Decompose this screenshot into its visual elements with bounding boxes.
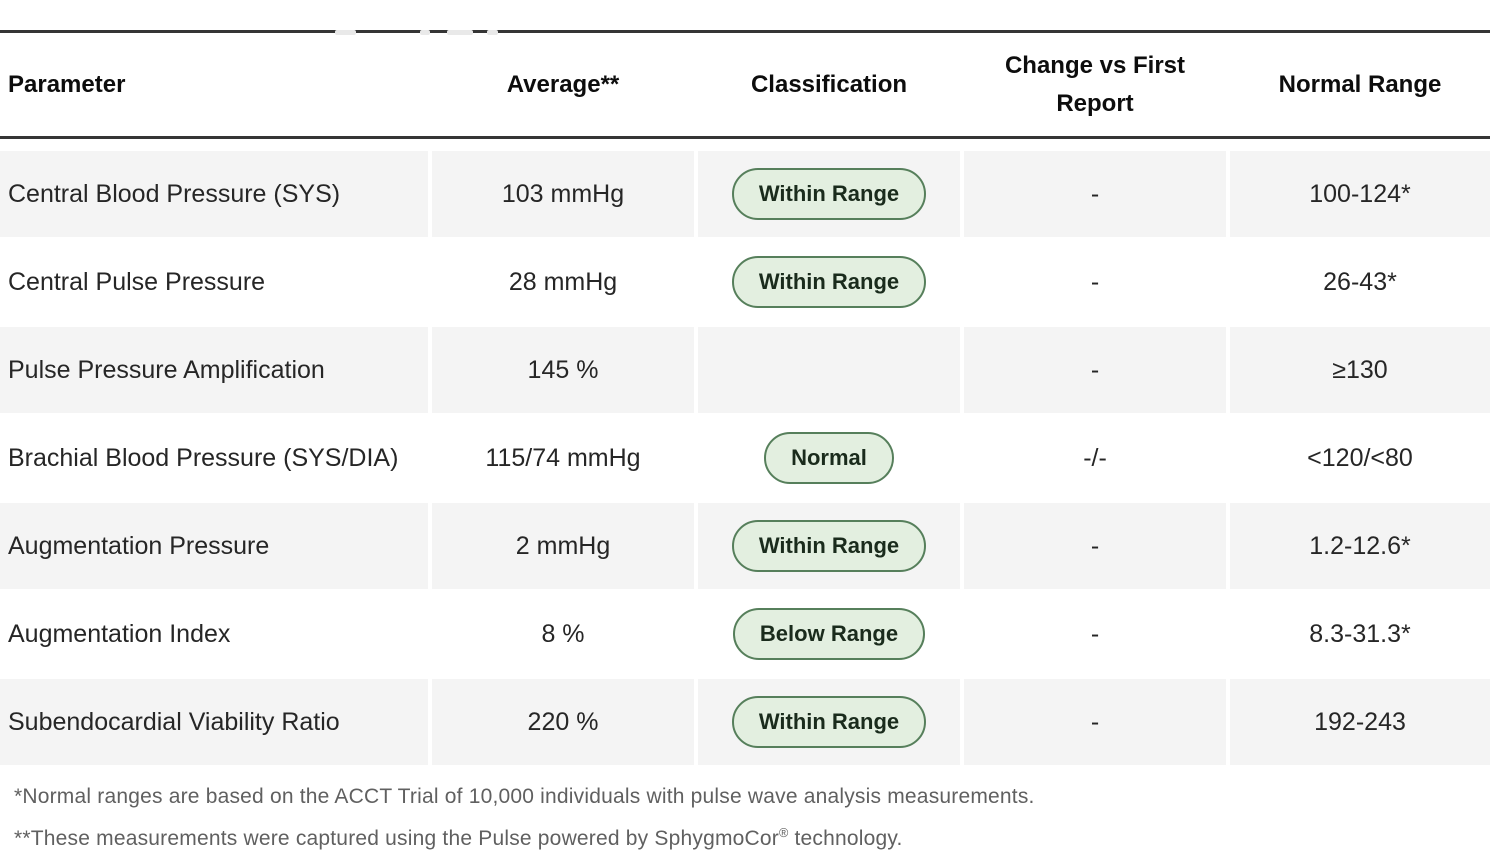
classification-cell: Within Range [698, 503, 960, 589]
table-body: Central Blood Pressure (SYS) 103 mmHg Wi… [0, 151, 1490, 765]
classification-cell: Within Range [698, 679, 960, 765]
change-cell: - [964, 327, 1226, 413]
cutoff-text-remnant [487, 30, 498, 35]
change-cell: - [964, 151, 1226, 237]
parameter-cell: Brachial Blood Pressure (SYS/DIA) [8, 443, 399, 472]
parameter-cell: Augmentation Pressure [0, 503, 428, 589]
classification-cell: Within Range [698, 239, 960, 325]
classification-cell: Within Range [698, 151, 960, 237]
classification-badge: Within Range [731, 696, 927, 748]
average-cell: 8 % [541, 619, 585, 648]
table-row: Central Pulse Pressure 28 mmHg Within Ra… [0, 239, 1490, 325]
column-header-average: Average** [506, 70, 620, 98]
classification-badge: Within Range [731, 520, 927, 572]
table-header-row: Parameter Average** Classification Chang… [0, 30, 1490, 139]
column-header-change-label: Change vs First Report [1004, 52, 1186, 117]
change-cell: - [1090, 619, 1100, 648]
average-cell: 28 mmHg [508, 267, 618, 296]
classification-cell: Normal [698, 415, 960, 501]
footnote-measurement-technology: **These measurements were captured using… [14, 826, 1490, 851]
cutoff-text-remnant [420, 30, 430, 35]
normal-range-cell: ≥130 [1230, 327, 1490, 413]
footnote-technology-text: **These measurements were captured using… [14, 827, 779, 850]
parameter-cell: Subendocardial Viability Ratio [0, 679, 428, 765]
registered-trademark-symbol: ® [778, 826, 789, 840]
change-cell: -/- [1083, 443, 1107, 472]
normal-range-cell: <120/<80 [1307, 443, 1413, 472]
average-cell: 2 mmHg [432, 503, 694, 589]
column-header-change-vs-first-report: Change vs First Report [964, 47, 1226, 121]
footnote-normal-ranges: *Normal ranges are based on the ACCT Tri… [14, 785, 1035, 808]
classification-cell: Below Range [698, 591, 960, 677]
average-cell: 103 mmHg [432, 151, 694, 237]
table-row: Augmentation Pressure 2 mmHg Within Rang… [0, 503, 1490, 589]
normal-range-cell: 100-124* [1230, 151, 1490, 237]
parameter-cell: Pulse Pressure Amplification [0, 327, 428, 413]
cutoff-text-remnant [447, 30, 473, 35]
classification-badge: Below Range [732, 608, 926, 660]
normal-range-cell: 192-243 [1230, 679, 1490, 765]
average-cell: 220 % [432, 679, 694, 765]
table-row: Pulse Pressure Amplification 145 % - ≥13… [0, 327, 1490, 413]
table-row: Brachial Blood Pressure (SYS/DIA) 115/74… [0, 415, 1490, 501]
parameter-cell: Central Pulse Pressure [8, 267, 266, 296]
average-cell: 145 % [432, 327, 694, 413]
normal-range-cell: 8.3-31.3* [1309, 619, 1411, 648]
average-cell: 115/74 mmHg [485, 443, 641, 472]
column-header-normal-range: Normal Range [1278, 70, 1442, 98]
footnotes: *Normal ranges are based on the ACCT Tri… [0, 785, 1490, 851]
classification-cell [698, 327, 960, 413]
classification-badge: Normal [764, 432, 894, 484]
column-header-parameter: Parameter [8, 70, 126, 98]
change-cell: - [964, 679, 1226, 765]
table-row: Subendocardial Viability Ratio 220 % Wit… [0, 679, 1490, 765]
footnote-technology-suffix: technology. [788, 827, 903, 850]
parameter-cell: Augmentation Index [8, 619, 231, 648]
change-cell: - [1090, 267, 1100, 296]
classification-badge: Within Range [731, 256, 927, 308]
classification-badge: Within Range [731, 168, 927, 220]
change-cell: - [964, 503, 1226, 589]
parameter-cell: Central Blood Pressure (SYS) [0, 151, 428, 237]
cutoff-text-remnant [335, 30, 356, 35]
table-row: Central Blood Pressure (SYS) 103 mmHg Wi… [0, 151, 1490, 237]
normal-range-cell: 1.2-12.6* [1230, 503, 1490, 589]
normal-range-cell: 26-43* [1323, 267, 1397, 296]
column-header-classification: Classification [750, 70, 908, 98]
table-row: Augmentation Index 8 % Below Range - 8.3… [0, 591, 1490, 677]
